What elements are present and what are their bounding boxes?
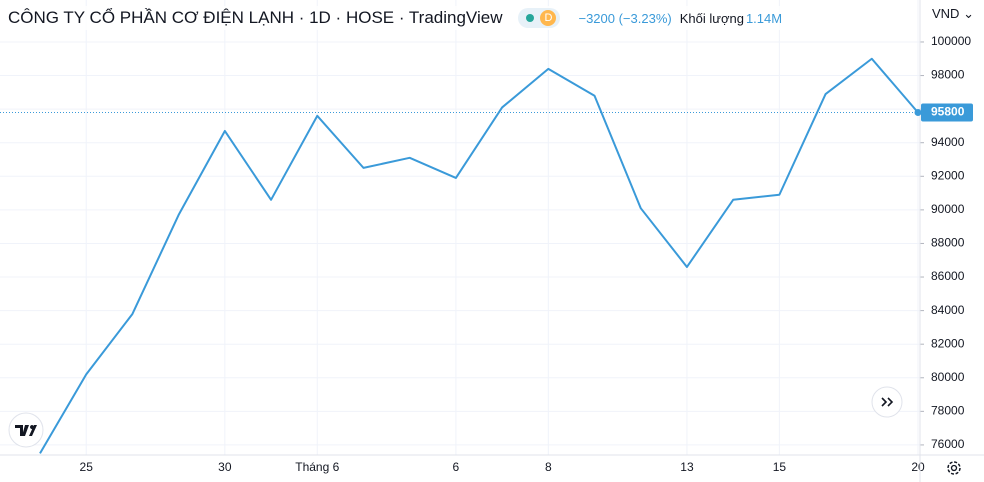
price-line: [39, 57, 919, 454]
gear-inner: [950, 464, 958, 472]
tv-logo-mark: [15, 425, 37, 436]
x-tick-label: 30: [218, 460, 232, 474]
x-tick-label: 15: [773, 460, 787, 474]
last-price-box: [921, 103, 973, 122]
status-dot: [526, 14, 535, 22]
last-price-dot: [914, 108, 922, 116]
y-tick-label: 84000: [931, 303, 965, 317]
currency: VND: [932, 6, 960, 21]
scroll-button[interactable]: [871, 386, 903, 418]
settings-button[interactable]: [947, 461, 961, 475]
badge: D: [540, 10, 557, 26]
y-tick-label: 98000: [931, 68, 965, 82]
chart-title: CÔNG TY CỔ PHẦN CƠ ĐIỆN LẠNH · 1D · HOSE…: [8, 8, 503, 27]
volume-label: Khối lượng: [679, 10, 744, 26]
x-tick-label: 13: [680, 460, 694, 474]
y-tick-label: 90000: [931, 202, 965, 216]
y-tick-label: 82000: [931, 336, 965, 350]
x-tick-label: Tháng 6: [295, 460, 339, 474]
y-tick-label: 92000: [931, 168, 965, 182]
tv-logo[interactable]: [8, 412, 44, 448]
x-tick-label: 25: [80, 460, 94, 474]
scroll-arrows: [881, 397, 894, 407]
y-tick-label: 86000: [931, 269, 965, 283]
legend-header: CÔNG TY CỔ PHẦN CƠ ĐIỆN LẠNH · 1D · HOSE…: [8, 6, 783, 30]
x-tick-label: 8: [545, 460, 552, 474]
y-tick-label: 100000: [931, 34, 971, 48]
y-tick-label: 80000: [931, 370, 965, 384]
last-price-label: 95800: [931, 105, 965, 119]
y-tick-label: 94000: [931, 135, 965, 149]
y-tick-label: 88000: [931, 236, 965, 250]
status-pill[interactable]: D: [518, 8, 561, 28]
gear-outer: [947, 461, 961, 475]
volume-value: 1.14M: [745, 10, 783, 26]
price-change: −3200 (−3.23%): [578, 10, 672, 26]
x-tick-label: 6: [453, 460, 460, 474]
x-tick-label: 20: [911, 460, 925, 474]
currency-menu[interactable]: VND ⌄: [932, 6, 974, 21]
y-tick-label: 78000: [931, 404, 965, 418]
y-tick-label: 76000: [931, 437, 965, 451]
